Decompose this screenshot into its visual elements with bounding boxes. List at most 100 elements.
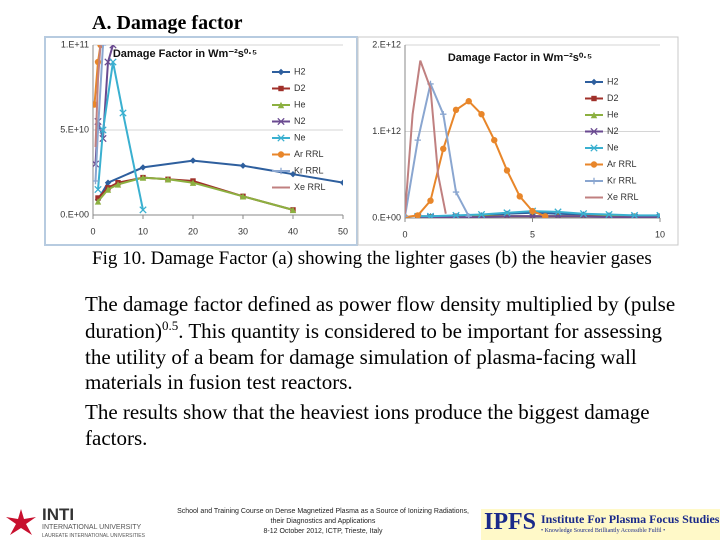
marker (630, 211, 639, 218)
marker (427, 197, 434, 204)
x-tick-label: 20 (188, 226, 198, 236)
y-tick-label: 1.E+11 (61, 39, 89, 49)
marker (529, 207, 536, 215)
legend-label: He (294, 99, 306, 109)
chart-title: Damage Factor in Wm⁻²s⁰·⁵ (448, 52, 592, 64)
marker (277, 167, 285, 175)
marker (440, 111, 447, 118)
marker (590, 111, 598, 119)
marker (93, 177, 99, 185)
x-tick-label: 10 (655, 229, 665, 239)
marker (94, 198, 102, 205)
logo-mark (6, 509, 36, 535)
logo-text: INTI (42, 505, 75, 524)
legend-label: Kr RRL (607, 175, 637, 185)
text: The results show that the heaviest ions … (85, 400, 650, 451)
logo-subtext: Institute For Plasma Focus Studies (541, 512, 720, 526)
x-tick-label: 40 (288, 226, 298, 236)
marker (339, 179, 343, 186)
marker (277, 151, 285, 158)
marker (503, 167, 511, 174)
ipfs-logo: IPFS Institute For Plasma Focus Studies … (481, 509, 720, 540)
marker (109, 45, 117, 49)
legend-label: Ar RRL (607, 159, 637, 169)
legend-label: Xe RRL (607, 192, 639, 202)
marker (477, 210, 486, 218)
course-line: 8-12 October 2012, ICTP, Trieste, Italy (263, 528, 383, 535)
marker (114, 181, 122, 188)
logo-subtext: LAUREATE INTERNATIONAL UNIVERSITIES (42, 533, 145, 539)
legend-label: Kr RRL (294, 165, 324, 175)
marker (554, 208, 562, 216)
series-line (405, 60, 447, 214)
plot-area (405, 60, 660, 218)
footer: INTI INTERNATIONAL UNIVERSITY LAUREATE I… (0, 503, 720, 540)
figure-caption: Fig 10. Damage Factor (a) showing the li… (92, 248, 652, 269)
x-tick-label: 10 (138, 226, 148, 236)
marker (516, 193, 523, 200)
logo-subtext: • Knowledge Sourced Brilliantly Accessib… (541, 528, 666, 534)
marker (590, 177, 598, 185)
legend-label: Xe RRL (294, 182, 326, 192)
paragraph: The damage factor defined as power flow … (85, 292, 685, 396)
marker (656, 211, 660, 218)
marker (528, 212, 537, 218)
paragraph: The results show that the heaviest ions … (85, 400, 685, 452)
marker (591, 95, 597, 102)
legend-label: H2 (294, 66, 306, 76)
marker (491, 136, 498, 144)
logo-text: IPFS (484, 509, 537, 535)
marker (503, 209, 511, 217)
marker (590, 127, 598, 136)
marker (239, 193, 247, 200)
marker (478, 111, 485, 118)
legend-label: N2 (607, 126, 619, 136)
series-line (94, 45, 102, 148)
legend-label: H2 (607, 76, 619, 86)
marker (189, 179, 197, 186)
marker (590, 161, 598, 168)
marker (164, 176, 172, 183)
marker (277, 134, 285, 142)
marker (414, 136, 421, 144)
legend-label: D2 (294, 83, 306, 93)
logo-subtext: INTERNATIONAL UNIVERSITY (42, 524, 142, 531)
marker (239, 162, 247, 169)
marker (289, 206, 297, 214)
superscript: 0.5 (161, 317, 179, 333)
legend-label: Ar RRL (294, 149, 324, 159)
series-line (97, 176, 294, 211)
x-tick-label: 30 (238, 226, 248, 236)
marker (590, 144, 598, 152)
marker (277, 117, 285, 126)
series-line (405, 80, 470, 217)
marker (465, 213, 472, 218)
marker (99, 126, 107, 134)
marker (95, 195, 101, 201)
inti-logo: INTI INTERNATIONAL UNIVERSITY LAUREATE I… (2, 505, 164, 539)
body-text: The damage factor defined as power flow … (85, 292, 685, 456)
legend-label: D2 (607, 93, 619, 103)
marker (139, 164, 147, 171)
marker (605, 210, 613, 218)
y-tick-label: 5.E+10 (60, 124, 89, 134)
marker (277, 68, 285, 76)
text: . This quantity is considered to be impo… (85, 318, 662, 395)
x-tick-label: 0 (402, 229, 407, 239)
x-tick-label: 0 (90, 226, 95, 236)
marker (405, 213, 409, 218)
legend-label: He (607, 109, 619, 119)
chart-title: Damage Factor in Wm⁻²s⁰·⁵ (113, 48, 257, 60)
marker (542, 213, 549, 218)
x-tick-label: 5 (530, 229, 535, 239)
y-tick-label: 1.E+12 (372, 126, 401, 136)
marker (104, 179, 112, 186)
course-line: their Diagnostics and Applications (270, 518, 376, 525)
marker (139, 206, 147, 214)
marker (590, 78, 598, 86)
marker (452, 106, 460, 114)
course-line: School and Training Course on Dense Magn… (177, 508, 469, 515)
marker (109, 58, 117, 66)
marker (94, 185, 102, 194)
